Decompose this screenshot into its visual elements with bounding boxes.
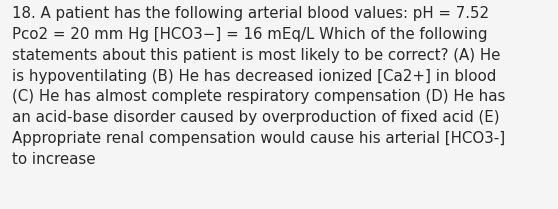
Text: 18. A patient has the following arterial blood values: pH = 7.52
Pco2 = 20 mm Hg: 18. A patient has the following arterial… <box>12 6 506 167</box>
